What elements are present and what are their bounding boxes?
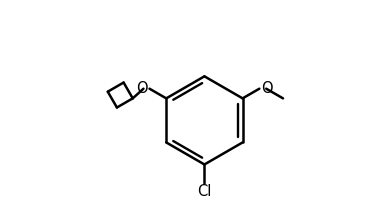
Text: O: O — [261, 81, 272, 96]
Text: O: O — [137, 81, 148, 96]
Text: Cl: Cl — [197, 184, 212, 200]
